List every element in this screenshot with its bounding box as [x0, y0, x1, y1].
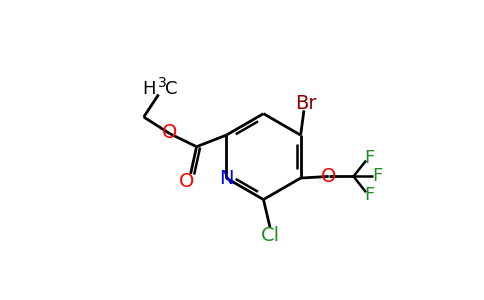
- Text: Br: Br: [295, 94, 317, 112]
- Text: C: C: [165, 80, 177, 98]
- Text: 3: 3: [158, 76, 166, 90]
- Text: N: N: [219, 169, 234, 188]
- Text: H: H: [142, 80, 155, 98]
- Text: O: O: [321, 167, 336, 186]
- Text: O: O: [179, 172, 195, 190]
- Text: O: O: [162, 123, 177, 142]
- Text: F: F: [364, 149, 375, 167]
- Text: F: F: [364, 186, 375, 204]
- Text: Cl: Cl: [260, 226, 280, 245]
- Text: F: F: [373, 167, 383, 185]
